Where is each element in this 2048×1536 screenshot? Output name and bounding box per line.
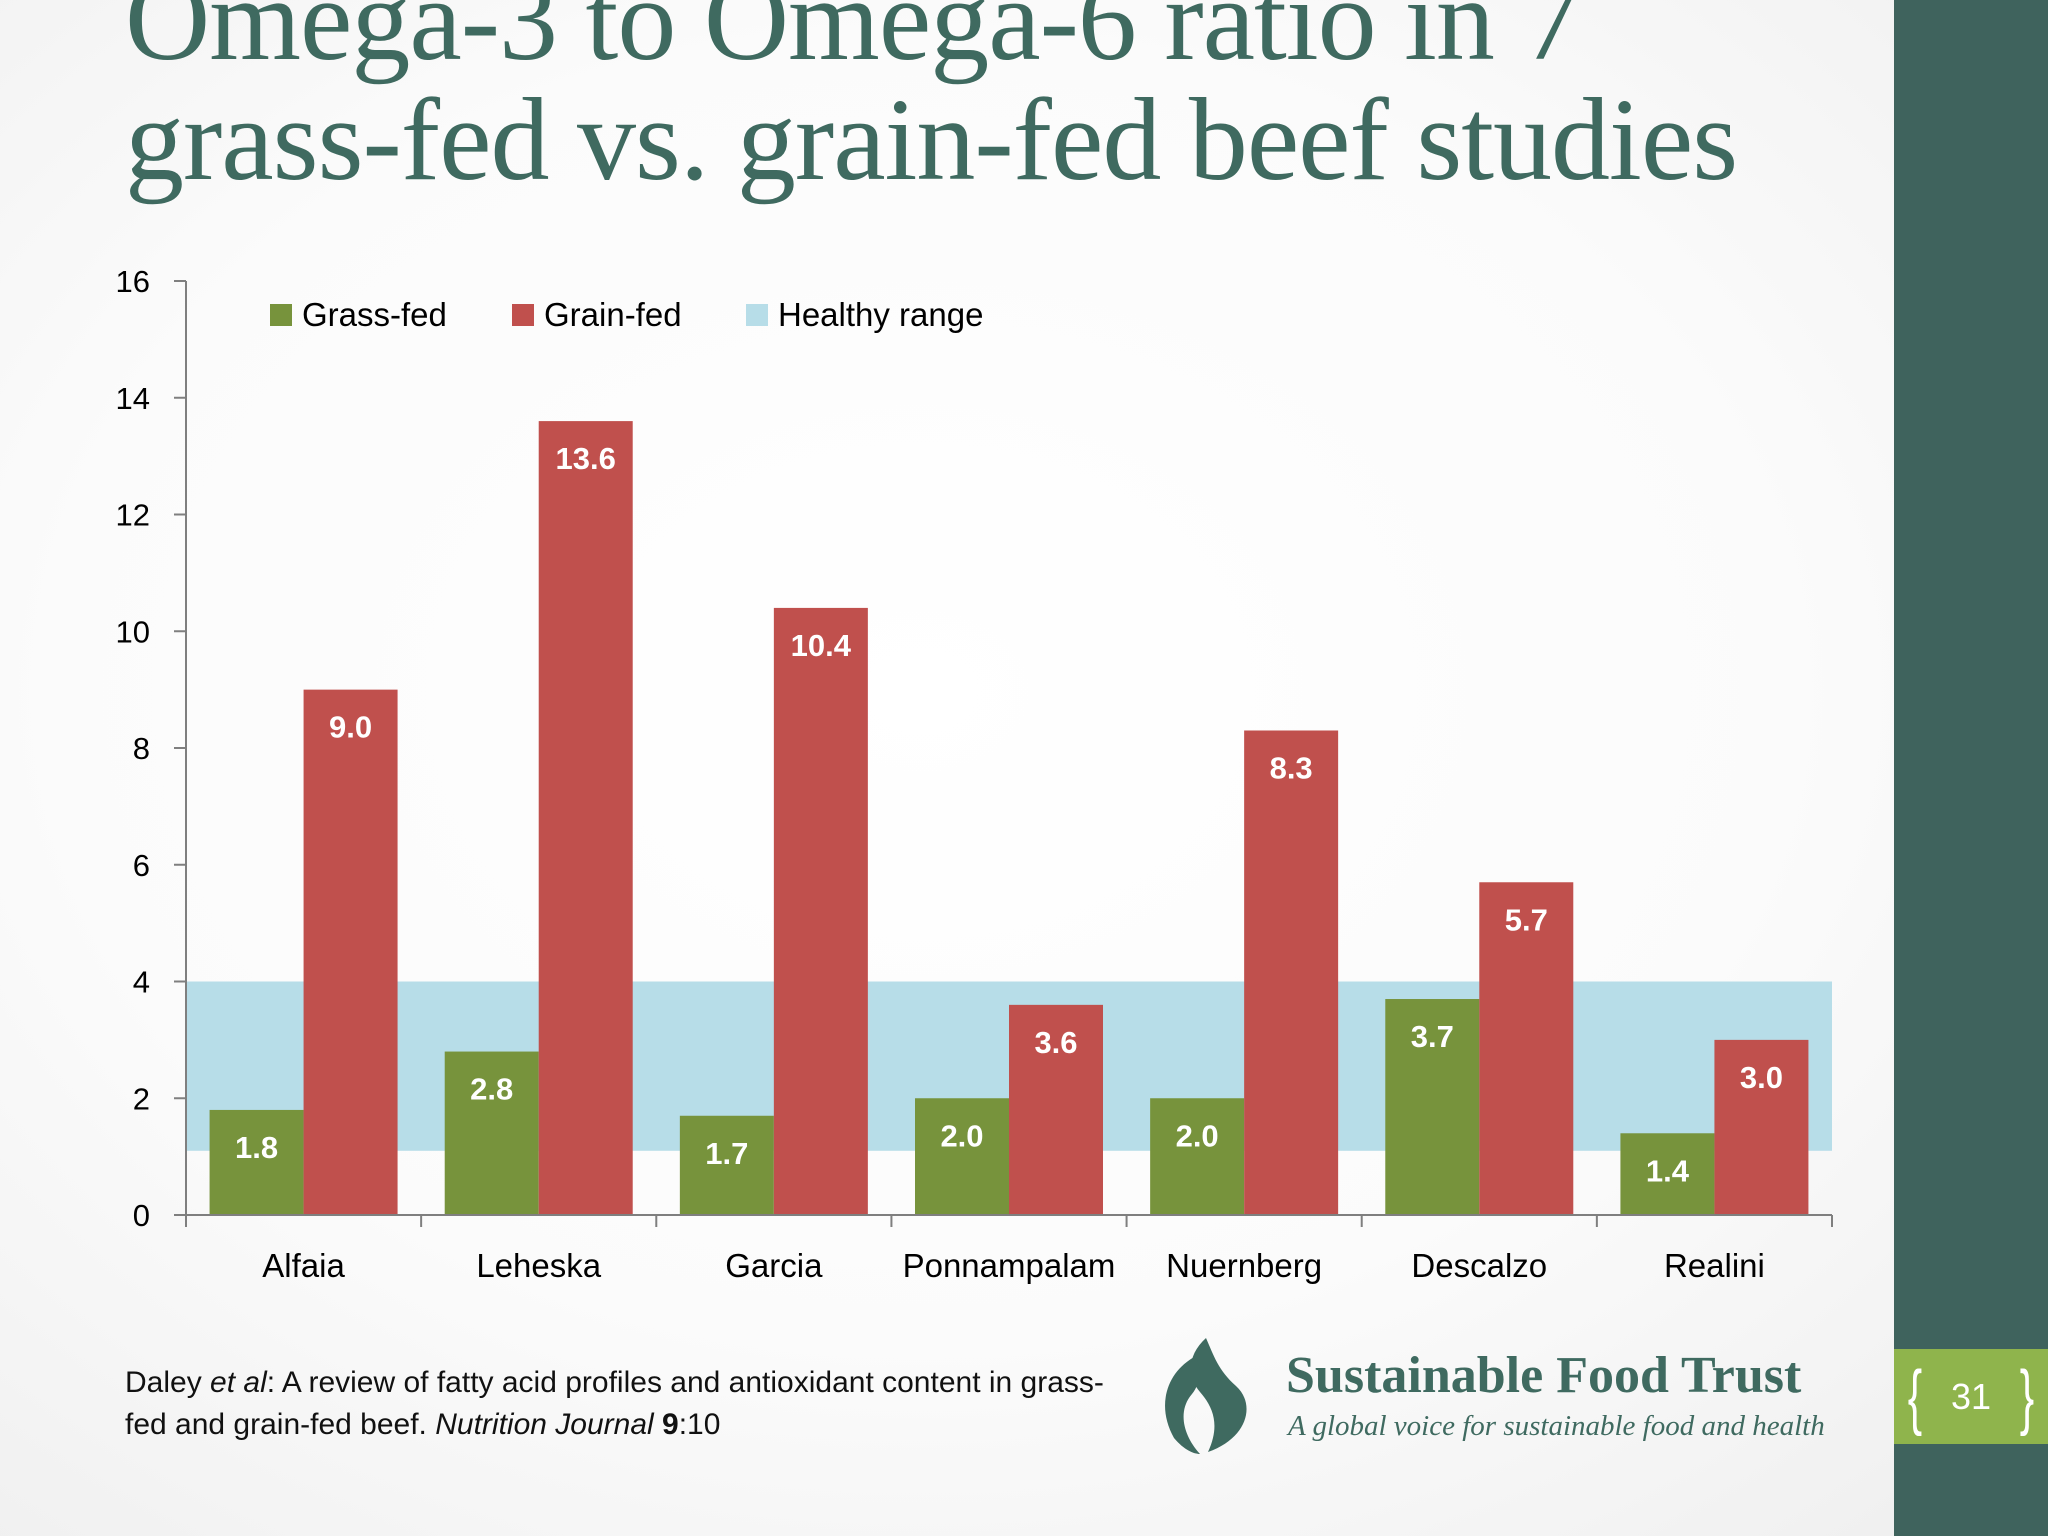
data-label: 1.7: [705, 1136, 748, 1171]
y-tick-label: 4: [133, 965, 150, 1000]
legend-swatch: [512, 304, 534, 326]
data-label: 3.6: [1034, 1025, 1077, 1060]
x-tick-label: Nuernberg: [1166, 1247, 1322, 1284]
sft-s-leaf-icon: [1165, 1338, 1247, 1454]
grain-fed-bar-nuernberg: [1244, 730, 1339, 1215]
citation-author: Daley: [125, 1366, 202, 1399]
data-label: 1.8: [235, 1130, 278, 1165]
citation-text: : A review of fatty acid profiles and an…: [125, 1366, 1104, 1441]
grass-fed-bar-alfaia: [209, 1109, 304, 1215]
grain-fed-bar-leheska: [538, 421, 633, 1216]
x-tick-label: Descalzo: [1411, 1247, 1547, 1284]
data-label: 2.0: [1176, 1118, 1219, 1153]
data-label: 9.0: [329, 710, 372, 745]
grain-fed-bar-realini: [1714, 1039, 1809, 1215]
y-tick-label: 2: [133, 1081, 150, 1116]
right-bracket-icon: }: [2019, 1356, 2035, 1437]
data-label: 1.4: [1646, 1153, 1690, 1188]
grass-fed-bar-descalzo: [1385, 999, 1480, 1215]
grain-fed-bar-ponnampalam: [1009, 1004, 1103, 1215]
legend-label: Healthy range: [778, 296, 983, 333]
y-tick-label: 6: [133, 848, 150, 883]
data-label: 5.7: [1505, 902, 1548, 937]
y-tick-label: 16: [116, 264, 150, 299]
page-number-box: { 31 }: [1894, 1349, 2048, 1444]
x-tick-label: Realini: [1664, 1247, 1765, 1284]
grain-fed-bar-garcia: [773, 607, 868, 1215]
logo-tagline: A global voice for sustainable food and …: [1288, 1410, 1825, 1442]
y-tick-label: 14: [116, 381, 150, 416]
left-bracket-icon: {: [1907, 1356, 1923, 1437]
slide-title: Omega-3 to Omega-6 ratio in 7 grass-fed …: [125, 0, 1738, 205]
bar-chart: 1.8 2.8 1.7 2.0 2.0 3.7 1.4 9.0 13.6 10.4 3.6 8.3 5.…: [116, 264, 1833, 1284]
citation: Daley et al: A review of fatty acid prof…: [125, 1362, 1125, 1446]
grass-fed-bar-realini: [1620, 1133, 1715, 1215]
x-tick-label: Alfaia: [262, 1247, 345, 1284]
grain-fed-bar-descalzo: [1479, 882, 1574, 1215]
grass-fed-bar-nuernberg: [1150, 1098, 1245, 1215]
side-bar: [1894, 0, 2048, 1536]
data-label: 13.6: [556, 441, 616, 476]
legend-label: Grass-fed: [302, 296, 447, 333]
citation-page: :10: [678, 1408, 721, 1441]
y-tick-label: 0: [133, 1198, 150, 1233]
citation-volume: 9: [662, 1408, 679, 1441]
data-label: 3.7: [1411, 1019, 1454, 1054]
x-tick-label: Ponnampalam: [903, 1247, 1116, 1284]
data-label: 8.3: [1270, 750, 1313, 785]
slide: Omega-3 to Omega-6 ratio in 7 grass-fed …: [116, 0, 1833, 1454]
logo-name: Sustainable Food Trust: [1286, 1347, 1802, 1404]
data-label: 3.0: [1740, 1060, 1783, 1095]
grain-fed-bar-alfaia: [303, 689, 398, 1215]
x-tick-label: Garcia: [725, 1247, 823, 1284]
legend-swatch: [270, 304, 292, 326]
citation-journal: Nutrition Journal: [435, 1408, 654, 1441]
legend-label: Grain-fed: [544, 296, 682, 333]
grass-fed-bar-garcia: [679, 1115, 774, 1215]
citation-etal: et al: [210, 1366, 267, 1399]
data-label: 2.8: [470, 1072, 513, 1107]
y-tick-label: 8: [133, 731, 150, 766]
data-label: 2.0: [940, 1118, 983, 1153]
page-number: 31: [1950, 1375, 1992, 1417]
legend-swatch: [746, 304, 768, 326]
y-tick-label: 10: [116, 614, 150, 649]
data-label: 10.4: [791, 628, 852, 663]
grass-fed-bar-ponnampalam: [915, 1098, 1009, 1215]
y-tick-label: 12: [116, 498, 150, 533]
x-tick-label: Leheska: [476, 1247, 601, 1284]
grass-fed-bar-leheska: [444, 1051, 539, 1215]
